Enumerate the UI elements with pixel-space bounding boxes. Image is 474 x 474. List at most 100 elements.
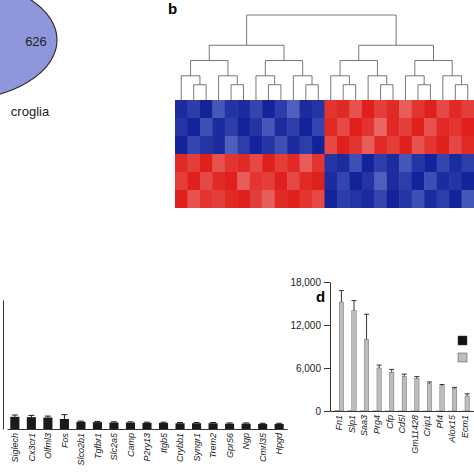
error-bar — [45, 416, 51, 417]
heatmap-cell — [200, 100, 213, 119]
dendrogram-branch — [405, 76, 424, 100]
heatmap-cell — [412, 154, 425, 173]
x-axis: Fn1Slp1Saa3Prg4CfpCd5lGm11428Crip1Pf4Alo… — [331, 411, 474, 454]
heatmap-cell — [399, 118, 412, 137]
heatmap-cell — [325, 118, 338, 137]
x-tick: Hpgd — [274, 429, 284, 455]
heatmap-cell — [449, 172, 462, 191]
heatmap-cell — [399, 190, 412, 208]
heatmap-cell — [175, 190, 188, 208]
error-cap — [111, 421, 117, 422]
bar — [159, 423, 168, 429]
error-cap — [389, 369, 394, 370]
error-bar — [78, 421, 84, 423]
x-tick-label: P2ry13 — [142, 433, 152, 462]
error-bar — [12, 415, 18, 417]
heatmap-cell — [212, 154, 225, 173]
dendrogram-branch — [340, 61, 377, 76]
y-tick: 12,000 — [290, 320, 330, 331]
error-cap — [45, 416, 51, 417]
error-cap — [339, 290, 344, 291]
heatmap-cell — [437, 136, 450, 155]
heatmap-cell — [275, 136, 288, 155]
dendrogram-branch — [231, 85, 243, 100]
error-cap — [161, 422, 167, 423]
dendrogram-branch — [443, 76, 462, 100]
heatmap-cell — [387, 136, 400, 155]
heatmap-cell — [437, 100, 450, 119]
x-tick-label: Pf4 — [435, 415, 445, 429]
heatmap-cell — [412, 118, 425, 137]
x-tick-label: Siglech — [10, 433, 20, 463]
x-tick-label: Camp — [126, 433, 136, 457]
x-tick-label: Itgb5 — [159, 432, 169, 453]
heatmap-cell — [387, 172, 400, 191]
bars-d — [335, 291, 470, 411]
dendrogram-branch — [293, 76, 312, 100]
bar — [225, 424, 234, 429]
x-tick: Slco2b1 — [76, 429, 86, 466]
bar — [192, 423, 201, 429]
x-tick-label: Cd5l — [397, 414, 407, 434]
heatmap-cell — [312, 136, 325, 155]
dendrogram — [181, 15, 468, 100]
x-tick-label: Crybb1 — [175, 433, 185, 462]
venn: 626croglia — [0, 0, 57, 119]
heatmap-cell — [175, 154, 188, 173]
x-tick: Slc2a5 — [109, 429, 119, 461]
heatmap-cell — [175, 172, 188, 191]
heatmap-cell — [175, 100, 188, 119]
x-tick: Syngr1 — [192, 429, 202, 462]
error-cap — [12, 415, 18, 416]
bar — [335, 410, 339, 411]
heatmap-cell — [237, 136, 250, 155]
bar — [364, 339, 368, 411]
heatmap-cell — [437, 190, 450, 208]
heatmap-cell — [362, 190, 375, 208]
heatmap-cell — [175, 118, 188, 137]
venn-count: 626 — [25, 34, 47, 49]
heatmap-cell — [424, 100, 437, 119]
axis-line — [331, 411, 474, 412]
x-tick-label: Saa3 — [359, 415, 369, 436]
x-tick: Gpr56 — [225, 429, 235, 458]
y-tick: 6,000 — [296, 363, 330, 374]
panel-label: d — [316, 288, 325, 305]
x-tick-label: Slp1 — [347, 415, 357, 433]
heatmap-cell — [225, 154, 238, 173]
x-tick-label: Cmrl35 — [258, 432, 268, 462]
heatmap-cell — [250, 154, 263, 173]
x-tick-label: Fos — [60, 433, 70, 449]
x-tick: Cfp — [385, 411, 395, 429]
error-cap — [276, 423, 282, 424]
x-tick: Olfml3 — [43, 429, 53, 459]
bar — [347, 410, 351, 411]
error-cap — [78, 421, 84, 422]
x-tick: Fos — [60, 429, 70, 448]
bar — [398, 410, 402, 411]
heatmap-cell — [325, 136, 338, 155]
axis-line — [330, 283, 331, 412]
x-tick-label: Trem2 — [208, 433, 218, 458]
bar — [339, 302, 343, 411]
heatmap-cell — [200, 136, 213, 155]
x-tick: Trem2 — [208, 429, 218, 458]
heatmap-cells — [175, 100, 474, 208]
heatmap-cell — [287, 118, 300, 137]
x-tick: Cx3cr1 — [27, 429, 37, 462]
heatmap-cell — [237, 100, 250, 119]
error-bar — [377, 365, 382, 368]
heatmap-cell — [262, 154, 275, 173]
heatmap-cell — [424, 190, 437, 208]
bar — [258, 424, 267, 429]
dendrogram-branch — [381, 85, 393, 100]
x-tick: Siglech — [10, 429, 20, 463]
x-tick: Prg4 — [372, 411, 382, 434]
heatmap-cell — [312, 118, 325, 137]
heatmap-cell — [187, 118, 200, 137]
heatmap-cell — [387, 190, 400, 208]
x-tick: Slp1 — [347, 411, 357, 433]
heatmap-cell — [237, 172, 250, 191]
heatmap-cell — [325, 172, 338, 191]
error-cap — [194, 422, 200, 423]
